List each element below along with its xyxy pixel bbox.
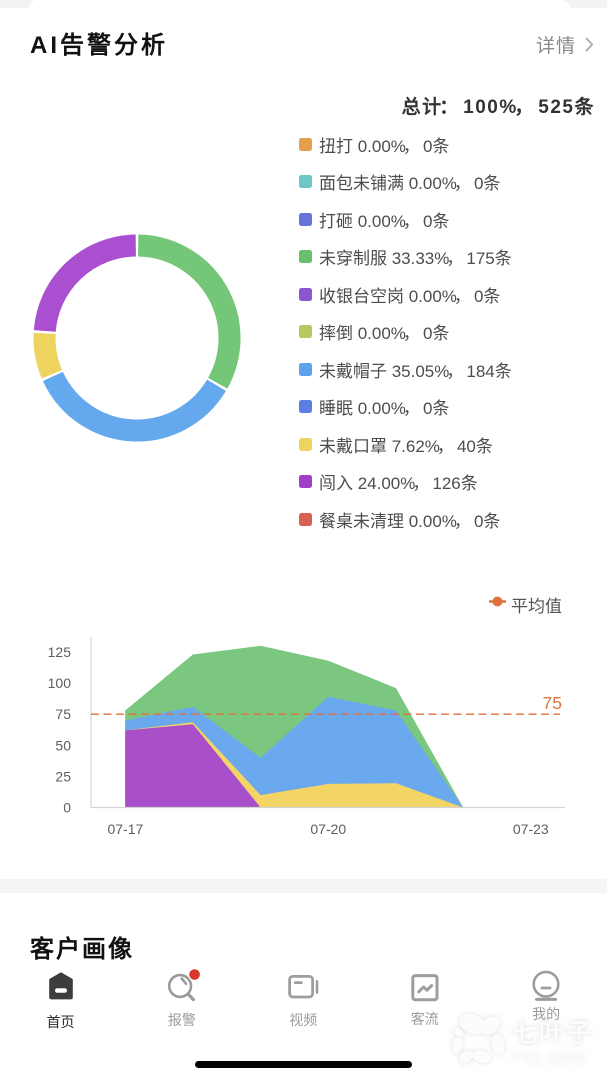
svg-text:125: 125 [48, 644, 72, 660]
svg-text:50: 50 [55, 737, 71, 753]
svg-text:7YZ.COM: 7YZ.COM [512, 1051, 586, 1066]
svg-text:07-17: 07-17 [107, 821, 143, 837]
svg-text:0: 0 [63, 800, 71, 816]
svg-text:07-20: 07-20 [310, 821, 346, 837]
svg-text:75: 75 [543, 693, 562, 713]
svg-text:25: 25 [55, 768, 71, 784]
svg-text:七叶子: 七叶子 [512, 1018, 593, 1048]
svg-text:07-23: 07-23 [513, 821, 549, 837]
svg-text:100: 100 [48, 675, 72, 691]
svg-text:75: 75 [55, 706, 71, 722]
